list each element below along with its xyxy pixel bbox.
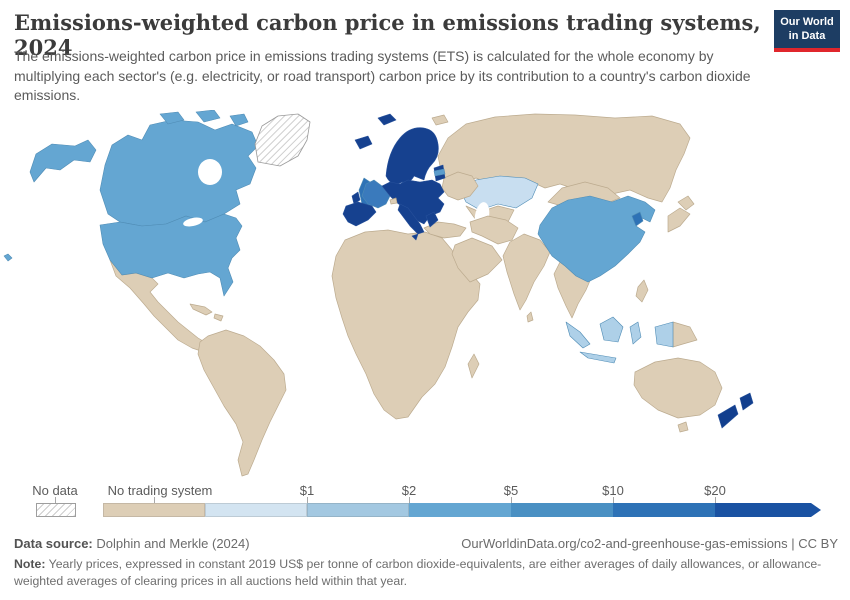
region-kazakhstan[interactable]	[459, 175, 539, 211]
region-ukraine[interactable]	[441, 171, 479, 201]
owid-logo-box: Our World in Data	[774, 10, 840, 48]
data-source: Data source: Dolphin and Merkle (2024)	[14, 536, 250, 551]
hudson-bay	[198, 159, 222, 185]
region-cuba[interactable]	[189, 303, 213, 316]
footer-source-row: Data source: Dolphin and Merkle (2024) O…	[14, 536, 838, 551]
region-arctic-isles[interactable]	[431, 114, 449, 126]
region-mexico-central-america[interactable]	[109, 259, 209, 353]
legend-tick-1: $1	[299, 483, 315, 498]
legend-tick-2: $2	[401, 483, 417, 498]
region-madagascar[interactable]	[467, 353, 480, 379]
legend-color-bar	[103, 503, 821, 517]
region-iran-pakistan[interactable]	[469, 215, 519, 245]
chart-subtitle: The emissions-weighted carbon price in e…	[14, 48, 751, 104]
owid-link[interactable]: OurWorldinData.org/co2-and-greenhouse-ga…	[461, 536, 838, 551]
region-sri-lanka[interactable]	[526, 311, 534, 323]
region-canadian-arctic-islands[interactable]	[159, 110, 249, 127]
region-hispaniola[interactable]	[213, 313, 224, 322]
region-hawaii[interactable]	[3, 253, 13, 262]
region-australia[interactable]	[633, 357, 723, 433]
legend-bin-no-trading[interactable]	[103, 503, 205, 517]
owid-logo-line1: Our World	[780, 16, 834, 28]
region-south-america[interactable]	[197, 329, 287, 477]
region-canada[interactable]	[99, 119, 259, 227]
region-ireland[interactable]	[351, 191, 361, 205]
legend-tickmark	[715, 497, 716, 503]
owid-logo-red-strip	[774, 47, 840, 52]
region-alaska[interactable]	[29, 139, 97, 183]
legend-no-trading-label: No trading system	[107, 483, 213, 498]
legend-bin-10-20[interactable]	[613, 503, 715, 517]
footer-note: Note: Yearly prices, expressed in consta…	[14, 556, 826, 590]
legend-tickmark	[307, 497, 308, 503]
legend-bin-1-2[interactable]	[307, 503, 409, 517]
region-iceland[interactable]	[354, 135, 373, 150]
legend-no-data-swatch[interactable]	[36, 503, 76, 517]
data-source-value: Dolphin and Merkle (2024)	[96, 536, 250, 551]
great-lakes	[183, 217, 203, 227]
legend-bin-5-10[interactable]	[511, 503, 613, 517]
legend-tick-20: $20	[704, 483, 726, 498]
legend-no-data-label: No data	[32, 483, 78, 498]
legend-tickmark	[55, 497, 56, 503]
region-new-zealand[interactable]	[717, 392, 754, 429]
legend-tick-5: $5	[503, 483, 519, 498]
legend-tick-10: $10	[602, 483, 624, 498]
region-italy[interactable]	[397, 203, 425, 241]
black-sea	[441, 206, 463, 216]
region-south-korea[interactable]	[631, 211, 644, 227]
note-label: Note:	[14, 557, 46, 571]
region-svalbard[interactable]	[377, 113, 397, 126]
legend-tickmark	[154, 497, 155, 503]
region-philippines[interactable]	[635, 279, 649, 303]
region-france[interactable]	[361, 179, 391, 209]
owid-logo[interactable]: Our World in Data	[774, 10, 840, 52]
region-greenland[interactable]	[254, 113, 311, 167]
region-switzerland[interactable]	[389, 197, 398, 205]
region-papua-new-guinea[interactable]	[672, 321, 698, 348]
map-legend: No data No trading system $1 $2 $5 $10 $…	[10, 483, 842, 519]
region-turkey[interactable]	[423, 221, 467, 239]
legend-tickmark	[613, 497, 614, 503]
region-india[interactable]	[502, 233, 551, 311]
world-map	[3, 110, 754, 477]
legend-bin-gt20[interactable]	[715, 503, 821, 517]
region-japan[interactable]	[667, 195, 695, 233]
legend-bin-2-5[interactable]	[409, 503, 511, 517]
legend-tickmark	[511, 497, 512, 503]
legend-tickmark	[409, 497, 410, 503]
region-greece[interactable]	[425, 211, 439, 228]
note-value: Yearly prices, expressed in constant 201…	[14, 557, 822, 588]
region-latvia[interactable]	[433, 168, 446, 177]
region-china[interactable]	[537, 195, 656, 283]
region-scandinavia[interactable]	[385, 127, 439, 185]
data-source-label: Data source:	[14, 536, 93, 551]
region-iberia[interactable]	[342, 201, 377, 227]
region-indonesia[interactable]	[565, 316, 674, 364]
region-arabia[interactable]	[451, 237, 503, 283]
legend-bin-lt1[interactable]	[205, 503, 307, 517]
region-usa[interactable]	[99, 213, 243, 297]
page-title: Emissions-weighted carbon price in emiss…	[14, 10, 761, 60]
owid-logo-line2: in Data	[788, 30, 826, 43]
